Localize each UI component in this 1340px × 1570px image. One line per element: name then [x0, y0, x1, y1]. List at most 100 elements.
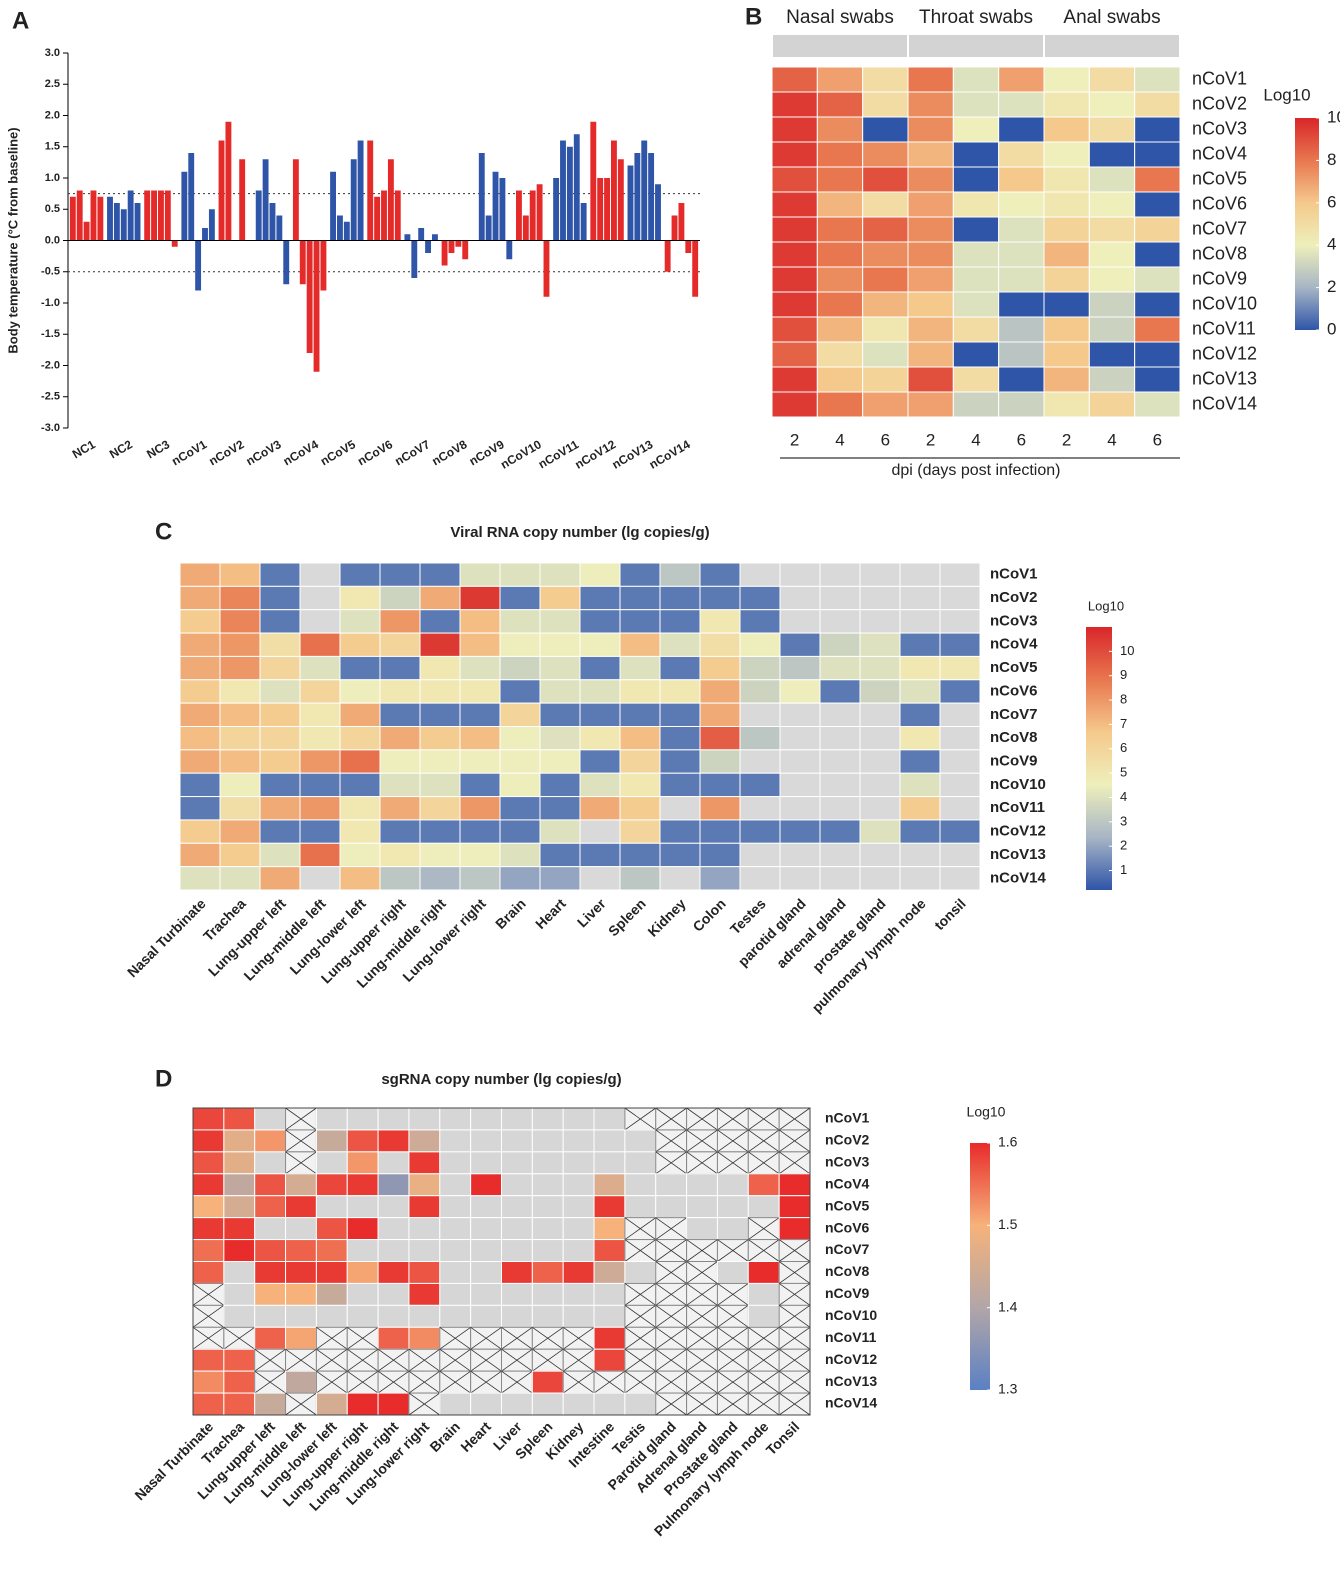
heatmap-cell	[899, 726, 941, 751]
bar	[76, 190, 83, 241]
cross	[778, 1261, 811, 1284]
heatmap-cell	[1043, 341, 1090, 368]
heatmap-cell	[339, 749, 381, 774]
heatmap-cell	[1134, 216, 1181, 243]
heatmap-cell	[459, 702, 501, 728]
heatmap-cell	[699, 842, 741, 868]
heatmap-cell	[624, 1392, 657, 1416]
heatmap-cell	[593, 1304, 626, 1328]
heatmap-cell	[223, 1348, 256, 1372]
heatmap-cell	[859, 726, 901, 751]
heatmap-cell	[819, 679, 861, 704]
heatmap-cell	[579, 632, 621, 657]
bar	[506, 240, 513, 260]
heatmap-cell	[339, 609, 381, 634]
bar	[515, 190, 522, 241]
heatmap-cell	[747, 1261, 780, 1284]
x-tick-label: nCoV12	[572, 437, 618, 472]
cross	[532, 1326, 564, 1350]
heatmap-cell	[779, 585, 821, 611]
heatmap-cell	[779, 562, 821, 587]
heatmap-cell	[419, 679, 461, 704]
heatmap-cell	[739, 562, 781, 587]
heatmap-cell	[779, 679, 821, 704]
heatmap-cell	[259, 632, 301, 657]
cross	[192, 1305, 225, 1328]
heatmap-cell	[531, 1195, 564, 1219]
heatmap-cell	[1088, 191, 1136, 218]
heatmap-cell	[219, 585, 261, 611]
cross	[285, 1129, 317, 1153]
heatmap-cell	[501, 1107, 533, 1131]
colorbar-tick-label: 1.3	[998, 1381, 1018, 1397]
colorbar-tick-label: 9	[1120, 667, 1127, 682]
heatmap-cell	[1088, 316, 1136, 343]
heatmap-cell	[952, 91, 1000, 118]
heatmap-cell	[470, 1392, 502, 1416]
heatmap-cell	[192, 1392, 225, 1416]
heatmap-cell	[593, 1239, 626, 1262]
heatmap-cell	[779, 632, 821, 657]
heatmap-cell	[539, 632, 581, 657]
heatmap-cell	[499, 585, 541, 611]
heatmap-cell	[219, 632, 261, 657]
heatmap-cell	[778, 1217, 811, 1241]
row-label: nCoV3	[990, 612, 1038, 629]
heatmap-cell	[699, 679, 741, 704]
y-tick-label: -2.0	[41, 359, 60, 371]
heatmap-cell	[192, 1239, 225, 1262]
bar	[560, 140, 566, 241]
heatmap-cell	[939, 796, 981, 821]
heatmap-cell	[377, 1195, 410, 1219]
heatmap-cell	[459, 679, 501, 704]
heatmap-cell	[539, 702, 581, 728]
heatmap-cell	[285, 1217, 317, 1241]
heatmap-cell	[315, 1217, 348, 1241]
cross	[439, 1326, 471, 1350]
heatmap-cell	[539, 749, 581, 774]
heatmap-cell	[899, 866, 941, 891]
heatmap-cell	[747, 1304, 780, 1328]
heatmap-cell	[1043, 291, 1090, 318]
heatmap-cell	[459, 632, 501, 657]
heatmap-cell	[379, 819, 421, 844]
heatmap-cell	[862, 116, 909, 143]
heatmap-cell	[379, 655, 421, 681]
heatmap-cell	[459, 655, 501, 681]
heatmap-cell	[699, 772, 741, 798]
heatmap-cell	[819, 842, 861, 868]
heatmap-cell	[771, 216, 818, 243]
heatmap-cell	[339, 655, 381, 681]
heatmap-cell	[562, 1282, 595, 1306]
heatmap-cell	[379, 749, 421, 774]
heatmap-cell	[254, 1195, 287, 1219]
cross	[778, 1107, 811, 1131]
heatmap-cell	[339, 632, 381, 657]
y-tick-label: 1.5	[45, 141, 60, 153]
heatmap-cell	[439, 1173, 472, 1197]
heatmap-cell	[952, 341, 1000, 368]
column-label: 6	[881, 430, 890, 449]
heatmap-cell	[285, 1326, 317, 1350]
heatmap-cell	[339, 726, 381, 751]
cross	[686, 1261, 718, 1284]
column-label: 4	[971, 430, 980, 449]
heatmap-cell	[819, 749, 861, 774]
heatmap-cell	[952, 266, 1000, 293]
heatmap-cell	[531, 1304, 564, 1328]
bar	[120, 209, 127, 241]
heatmap-cell	[419, 585, 461, 611]
heatmap-cell	[816, 316, 864, 343]
cross	[624, 1326, 656, 1350]
heatmap-cell	[285, 1195, 317, 1219]
heatmap-cell	[862, 91, 909, 118]
heatmap-cell	[439, 1195, 472, 1219]
heatmap-cell	[259, 655, 301, 681]
cross	[408, 1348, 441, 1372]
heatmap-cell	[439, 1107, 472, 1131]
cross	[686, 1283, 718, 1306]
bar	[151, 190, 157, 241]
heatmap-cell	[859, 772, 901, 798]
cross	[778, 1129, 811, 1153]
bar	[664, 240, 671, 272]
